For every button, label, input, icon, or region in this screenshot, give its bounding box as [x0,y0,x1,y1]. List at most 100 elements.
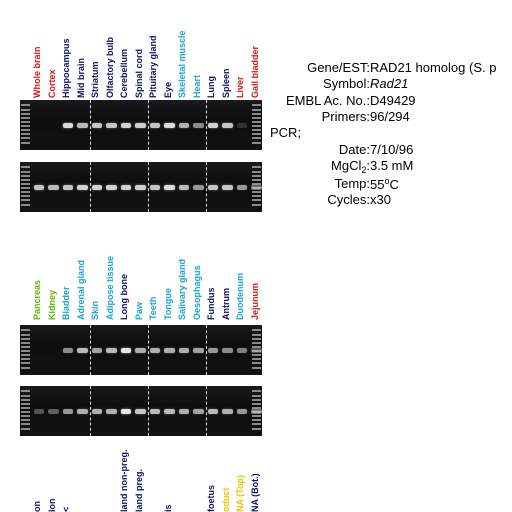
gel-image-panel-2-top [20,325,262,375]
symbol-value: Rad21 [370,76,409,91]
ladder-band [252,346,261,348]
sample-band [62,348,73,353]
sample-band [48,409,59,414]
sample-band [207,185,218,190]
lane-label: land preg. [133,468,144,512]
lane-label [175,420,189,512]
sample-band [222,123,233,128]
lane-label: Skin [90,300,100,320]
gel-image-panel-1-bottom [20,162,262,212]
ladder-band [252,187,261,189]
ladder-band [21,109,30,111]
ladder-band [252,390,261,392]
ladder-left [20,162,31,212]
lane-label [190,420,204,512]
sample-band [62,185,73,190]
lane-label: Paw [133,301,144,320]
ladder-band [252,350,261,352]
lane-group-divider [206,162,207,212]
ladder-right [251,325,262,375]
ladder-band [252,133,261,135]
lane-label: Adrenal gland [75,259,86,320]
temp-key: Temp: [334,176,370,191]
gene-info-block: Gene/EST: RAD21 homolog (S. p Symbol: Ra… [0,0,512,220]
lane-label: Long bone [119,274,129,320]
sample-band [91,409,102,414]
date-key: Date: [338,142,370,157]
lane-labels-panel-3: on lon < land non-preg. land preg. is foetus od… [30,420,262,512]
ladder-band [252,191,261,193]
ladder-band [252,399,261,401]
gene-est-value: RAD21 homolog (S. p [370,60,497,75]
pcr-heading: PCR; [270,125,302,140]
sample-band [91,123,102,128]
ladder-band [252,358,261,360]
ladder-left [20,386,31,436]
ladder-band [252,354,261,356]
ladder-band [21,334,30,336]
ladder-band [252,428,261,430]
ladder-band [21,125,30,127]
sample-band [149,409,160,414]
ladder-band [252,411,261,413]
lane-group-divider [90,162,91,212]
lane-label: NA (Bot.) [249,473,260,512]
lane-label [146,420,160,512]
sample-band [120,123,131,128]
lane-group-divider [148,100,149,150]
lane-group-divider [148,325,149,375]
ladder-band [21,354,30,356]
lane-label: is [162,504,173,512]
ladder-band [252,204,261,206]
sample-band [33,185,44,190]
ladder-band [21,104,30,106]
ladder-band [21,411,30,413]
ladder-band [252,415,261,417]
ladder-band [21,133,30,135]
ladder-band [21,419,30,421]
ladder-band [21,195,30,197]
lane-label: Salivary gland [177,258,187,320]
ladder-band [21,179,30,181]
ladder-band [21,175,30,177]
ladder-left [20,100,31,150]
ladder-band [21,346,30,348]
sample-band [77,123,88,128]
ladder-band [21,329,30,331]
sample-band [106,348,117,353]
gel-image-panel-2-bottom [20,386,262,436]
ladder-band [252,137,261,139]
sample-band [251,348,262,353]
ladder-band [252,362,261,364]
lane-group-divider [90,325,91,375]
sample-band [193,185,204,190]
ladder-band [252,342,261,344]
sample-band [207,409,218,414]
ladder-band [21,204,30,206]
sample-band [135,123,146,128]
lane-label: lon [46,498,57,512]
ladder-band [21,399,30,401]
sample-band [193,123,204,128]
ladder-band [21,358,30,360]
gene-est-key: Gene/EST: [307,60,370,75]
ladder-band [252,329,261,331]
lane-label: Bladder [61,286,71,320]
ladder-band [21,171,30,173]
ladder-band [21,395,30,397]
ladder-band [21,423,30,425]
sample-band [120,409,131,414]
lane-label: Antrum [220,288,231,320]
sample-band [77,185,88,190]
ladder-band [252,117,261,119]
ladder-band [252,113,261,115]
ladder-band [252,183,261,185]
sample-band [251,409,262,414]
lane-group-divider [206,325,207,375]
lane-group-divider [206,100,207,150]
ladder-band [252,367,261,369]
ladder-band [21,166,30,168]
sample-band [33,409,44,414]
ladder-band [252,125,261,127]
lane-label: Kidney [46,289,57,320]
